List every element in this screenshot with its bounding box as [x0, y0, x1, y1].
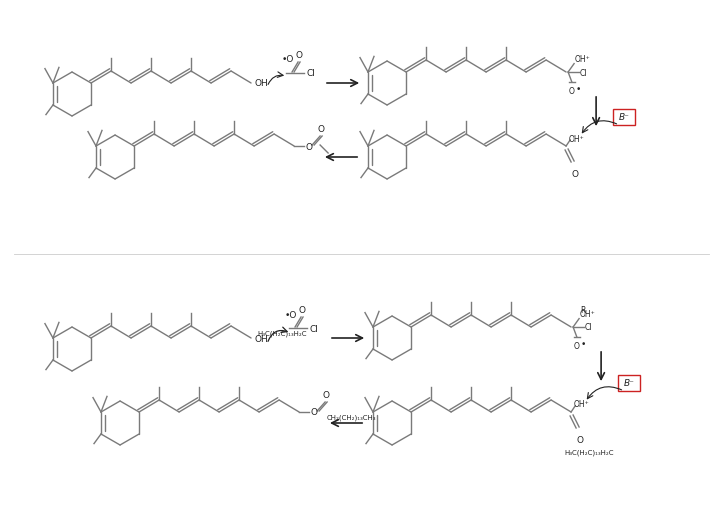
Text: H₃C(H₂C)₁₃H₂C: H₃C(H₂C)₁₃H₂C: [564, 449, 614, 456]
Text: OH⁺: OH⁺: [569, 134, 585, 143]
Text: Cl: Cl: [309, 324, 318, 333]
Text: OH: OH: [254, 79, 268, 89]
Text: R: R: [580, 305, 586, 314]
Text: Cl: Cl: [580, 68, 587, 77]
Text: O: O: [296, 51, 302, 60]
Text: H₃C(H₂C)₁₃H₂C: H₃C(H₂C)₁₃H₂C: [257, 330, 307, 336]
Text: O: O: [317, 125, 325, 134]
Text: O: O: [569, 87, 575, 95]
FancyBboxPatch shape: [613, 110, 635, 126]
Text: B⁻: B⁻: [624, 379, 635, 388]
Text: O: O: [310, 408, 317, 417]
Text: B⁻: B⁻: [619, 114, 630, 122]
Text: O: O: [305, 142, 312, 151]
Text: OH: OH: [254, 334, 268, 343]
Text: OH⁺: OH⁺: [574, 400, 590, 409]
Text: OH⁺: OH⁺: [575, 54, 591, 64]
Text: CH₂(CH₂)₁₃CH₃: CH₂(CH₂)₁₃CH₃: [327, 414, 377, 420]
Text: •: •: [576, 84, 581, 94]
Text: O: O: [577, 435, 583, 444]
Text: O: O: [299, 305, 306, 315]
Text: O: O: [572, 169, 578, 179]
FancyBboxPatch shape: [618, 375, 640, 391]
Text: •O: •O: [282, 55, 294, 64]
Text: O: O: [322, 390, 330, 399]
Text: OH⁺: OH⁺: [580, 309, 596, 318]
Text: Cl: Cl: [585, 323, 592, 332]
Text: O: O: [574, 341, 580, 350]
Text: Cl: Cl: [306, 69, 315, 78]
Text: •: •: [581, 339, 586, 348]
Text: •O: •O: [285, 310, 297, 319]
